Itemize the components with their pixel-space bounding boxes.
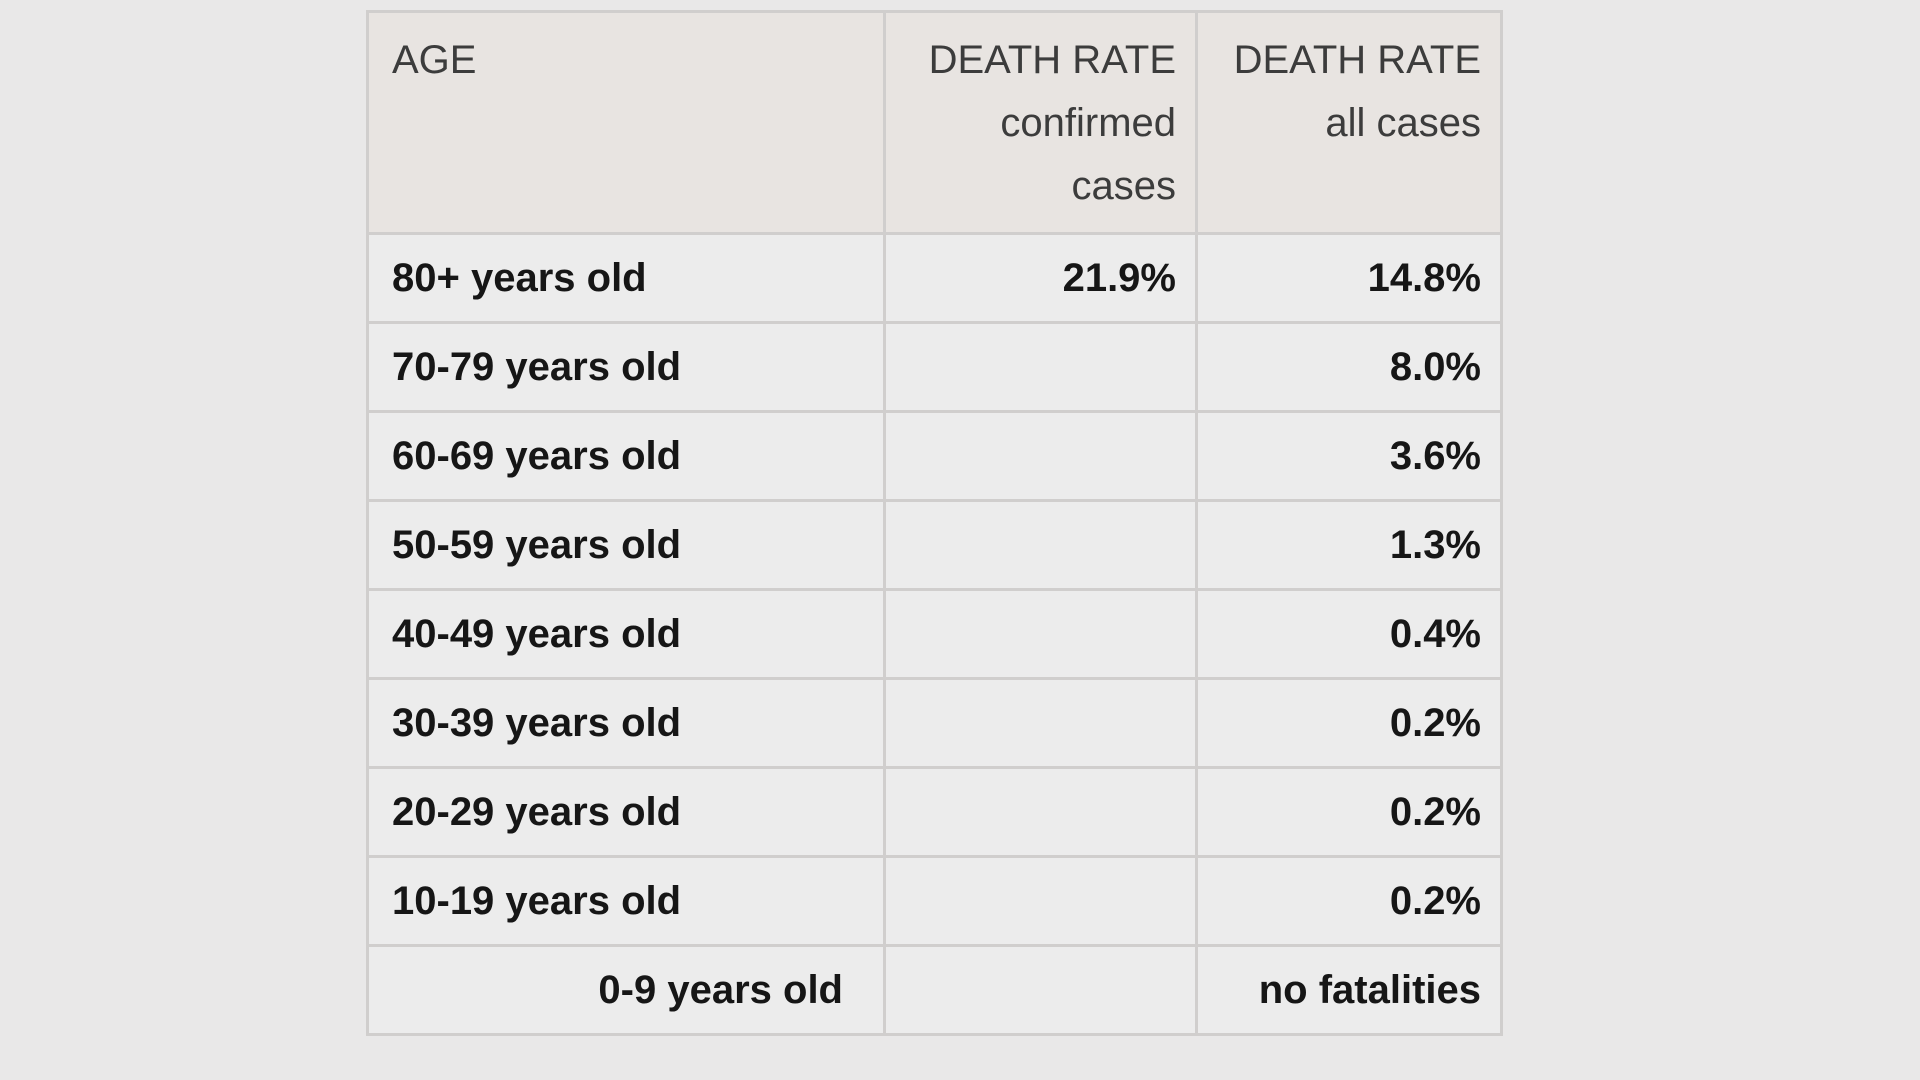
all-rate-cell: 0.2%	[1195, 766, 1503, 858]
age-cell: 10-19 years old	[366, 855, 886, 947]
age-cell: 40-49 years old	[366, 588, 886, 680]
header-confirmed-line2: confirmed	[1000, 101, 1176, 145]
confirmed-rate-cell	[883, 677, 1198, 769]
confirmed-rate-cell	[883, 321, 1198, 413]
confirmed-rate-cell	[883, 855, 1198, 947]
table-header-all: DEATH RATE all cases	[1195, 10, 1503, 235]
all-rate-cell: 8.0%	[1195, 321, 1503, 413]
all-rate-cell: no fatalities	[1195, 944, 1503, 1036]
confirmed-rate-cell	[883, 766, 1198, 858]
header-confirmed-line1: DEATH RATE	[928, 38, 1176, 82]
age-cell: 50-59 years old	[366, 499, 886, 591]
age-cell: 70-79 years old	[366, 321, 886, 413]
table-row: 20-29 years old 0.2%	[366, 766, 1503, 858]
header-age-label: AGE	[392, 38, 477, 82]
confirmed-rate-cell: 21.9%	[883, 232, 1198, 324]
confirmed-rate-cell	[883, 588, 1198, 680]
all-rate-cell: 0.2%	[1195, 677, 1503, 769]
table-row: 10-19 years old 0.2%	[366, 855, 1503, 947]
age-cell: 60-69 years old	[366, 410, 886, 502]
header-all-line2: all cases	[1325, 101, 1481, 145]
age-cell: 30-39 years old	[366, 677, 886, 769]
table-header-age: AGE	[366, 10, 886, 235]
table-row: 80+ years old 21.9% 14.8%	[366, 232, 1503, 324]
all-rate-cell: 0.2%	[1195, 855, 1503, 947]
confirmed-rate-cell	[883, 410, 1198, 502]
table-row: 70-79 years old 8.0%	[366, 321, 1503, 413]
table-row: 40-49 years old 0.4%	[366, 588, 1503, 680]
all-rate-cell: 0.4%	[1195, 588, 1503, 680]
confirmed-rate-cell	[883, 499, 1198, 591]
table-header-row: AGE DEATH RATE confirmed cases DEATH RAT…	[366, 10, 1503, 235]
table-header-confirmed: DEATH RATE confirmed cases	[883, 10, 1198, 235]
table-row: 50-59 years old 1.3%	[366, 499, 1503, 591]
confirmed-rate-cell	[883, 944, 1198, 1036]
header-all-line1: DEATH RATE	[1233, 38, 1481, 82]
age-cell: 80+ years old	[366, 232, 886, 324]
table-body: 80+ years old 21.9% 14.8% 70-79 years ol…	[366, 232, 1503, 1036]
table-row: 60-69 years old 3.6%	[366, 410, 1503, 502]
age-cell: 20-29 years old	[366, 766, 886, 858]
header-confirmed-line3: cases	[1071, 164, 1177, 208]
all-rate-cell: 1.3%	[1195, 499, 1503, 591]
table-row: 0-9 years old no fatalities	[366, 944, 1503, 1036]
table-row: 30-39 years old 0.2%	[366, 677, 1503, 769]
all-rate-cell: 3.6%	[1195, 410, 1503, 502]
death-rate-table: AGE DEATH RATE confirmed cases DEATH RAT…	[366, 10, 1503, 1036]
table-header: AGE DEATH RATE confirmed cases DEATH RAT…	[366, 10, 1503, 235]
age-cell: 0-9 years old	[366, 944, 886, 1036]
all-rate-cell: 14.8%	[1195, 232, 1503, 324]
